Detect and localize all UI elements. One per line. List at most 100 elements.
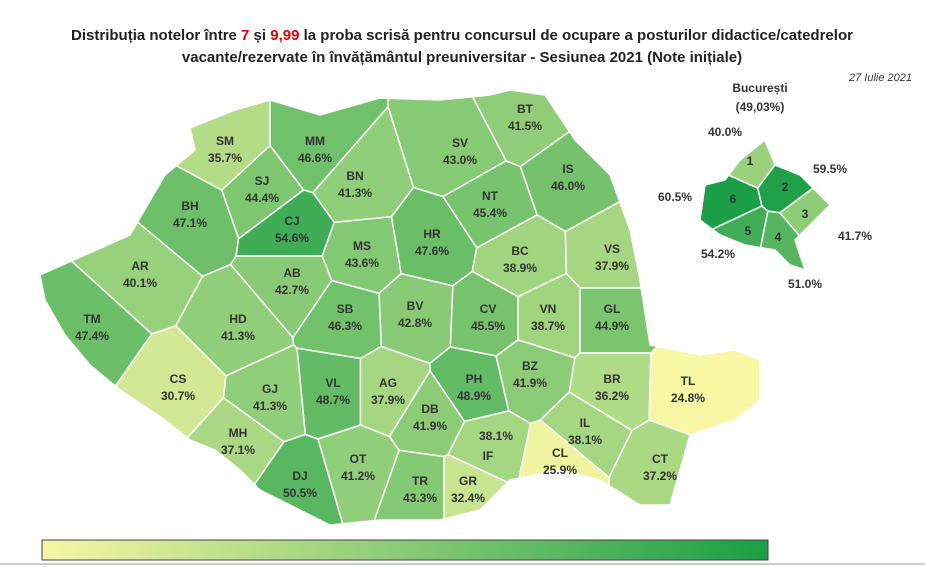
title-line-2: vacante/rezervate în învățământul preuni… xyxy=(182,49,742,66)
title-highlight: 7 xyxy=(241,27,249,44)
county xyxy=(648,345,761,436)
county-value: 37.9% xyxy=(371,393,405,407)
county xyxy=(608,419,693,506)
county-value: 37.1% xyxy=(221,443,255,457)
county-code: DB xyxy=(421,402,439,416)
county-code: BR xyxy=(603,372,621,386)
county-value: 47.4% xyxy=(75,329,109,343)
county-value: 37.9% xyxy=(595,259,629,273)
county-code: OT xyxy=(350,452,367,466)
county-value: 42.7% xyxy=(275,283,309,297)
county-code: AR xyxy=(131,259,149,273)
county-value: 46.6% xyxy=(298,151,332,165)
sector-value: 41.7% xyxy=(838,229,872,243)
sector-value: 54.2% xyxy=(701,247,735,261)
county-code: CV xyxy=(480,302,497,316)
county-value: 44.4% xyxy=(245,191,279,205)
sector-value: 51.0% xyxy=(788,277,822,291)
county-code: SB xyxy=(337,302,354,316)
sector xyxy=(778,187,832,237)
county-value: 50.5% xyxy=(283,486,317,500)
county-value: 38.7% xyxy=(531,319,565,333)
county-value: 43.6% xyxy=(345,256,379,270)
county-value: 45.4% xyxy=(473,206,507,220)
county xyxy=(39,260,153,388)
county-code: BN xyxy=(346,169,363,183)
county-value: 44.9% xyxy=(595,319,629,333)
county-code: TL xyxy=(681,374,696,388)
county-value: 48.9% xyxy=(457,389,491,403)
sector-code: 2 xyxy=(782,180,789,194)
county-value: 41.3% xyxy=(338,186,372,200)
county xyxy=(446,410,532,484)
county-code: IL xyxy=(580,416,591,430)
county-code: NT xyxy=(482,189,499,203)
county-code: CS xyxy=(170,372,187,386)
county-code: IS xyxy=(562,162,573,176)
county-code: DJ xyxy=(292,469,307,483)
county-value: 41.9% xyxy=(513,376,547,390)
county-value: 30.7% xyxy=(161,389,195,403)
county-value: 43.0% xyxy=(443,153,477,167)
labels: BT 41.5% SV 43.0% MM 46.6% SM 35.7% SJ 44.4% BN 41.… xyxy=(75,102,872,505)
county-value: 46.0% xyxy=(551,179,585,193)
county-value: 38.1% xyxy=(568,433,602,447)
county-value: 38.1% xyxy=(479,429,513,443)
county-code: VN xyxy=(540,302,557,316)
county-value: 25.9% xyxy=(543,463,577,477)
county xyxy=(518,419,610,487)
sector-value: 40.0% xyxy=(708,125,742,139)
county-code: GJ xyxy=(262,382,278,396)
county-code: VL xyxy=(325,376,340,390)
county-value: 38.9% xyxy=(503,261,537,275)
bucharest-subtitle: (49,03%) xyxy=(736,100,785,114)
county-code: PH xyxy=(466,372,483,386)
county-code: HR xyxy=(423,227,441,241)
county-code: MM xyxy=(305,134,325,148)
bucharest-title: București xyxy=(732,81,787,95)
title-line-1: Distribuția notelor între 7 și 9,99 la p… xyxy=(71,27,853,44)
county-code: BH xyxy=(181,199,198,213)
county-value: 40.1% xyxy=(123,276,157,290)
sector-code: 5 xyxy=(745,224,752,238)
county-code: BZ xyxy=(522,359,538,373)
county-value: 41.9% xyxy=(413,419,447,433)
county-code: TM xyxy=(83,312,100,326)
regions xyxy=(39,89,832,526)
county-code: SJ xyxy=(255,174,270,188)
color-scale xyxy=(41,539,769,561)
county-value: 47.1% xyxy=(173,216,207,230)
county-value: 46.3% xyxy=(328,319,362,333)
sector-code: 6 xyxy=(730,192,737,206)
sector xyxy=(759,210,807,272)
county-value: 35.7% xyxy=(208,151,242,165)
county-value: 48.7% xyxy=(316,393,350,407)
county-code: BT xyxy=(517,102,534,116)
county xyxy=(253,433,344,526)
date: 27 Iulie 2021 xyxy=(848,72,912,84)
sector-value: 59.5% xyxy=(813,162,847,176)
title-highlight: 9,99 xyxy=(270,27,299,44)
county-code: IF xyxy=(483,449,494,463)
county-value: 47.6% xyxy=(415,244,449,258)
sector-code: 3 xyxy=(802,207,809,221)
county-value: 45.5% xyxy=(471,319,505,333)
sector-code: 1 xyxy=(747,154,754,168)
county-code: CJ xyxy=(284,214,299,228)
county-value: 54.6% xyxy=(275,231,309,245)
sector xyxy=(699,174,763,231)
county-code: TR xyxy=(412,474,428,488)
county-code: SM xyxy=(216,134,234,148)
sector-value: 60.5% xyxy=(658,190,692,204)
county-code: CL xyxy=(552,446,568,460)
county-code: HD xyxy=(229,312,247,326)
county-value: 37.2% xyxy=(643,469,677,483)
county-value: 41.3% xyxy=(253,399,287,413)
county-value: 42.8% xyxy=(398,316,432,330)
title-part: la proba scrisă pentru concursul de ocup… xyxy=(299,27,853,44)
title-part: Distribuția notelor între xyxy=(71,27,241,44)
title-part: și xyxy=(249,27,270,44)
county xyxy=(186,396,286,486)
county-code: BV xyxy=(407,299,424,313)
sector-code: 4 xyxy=(775,230,782,244)
